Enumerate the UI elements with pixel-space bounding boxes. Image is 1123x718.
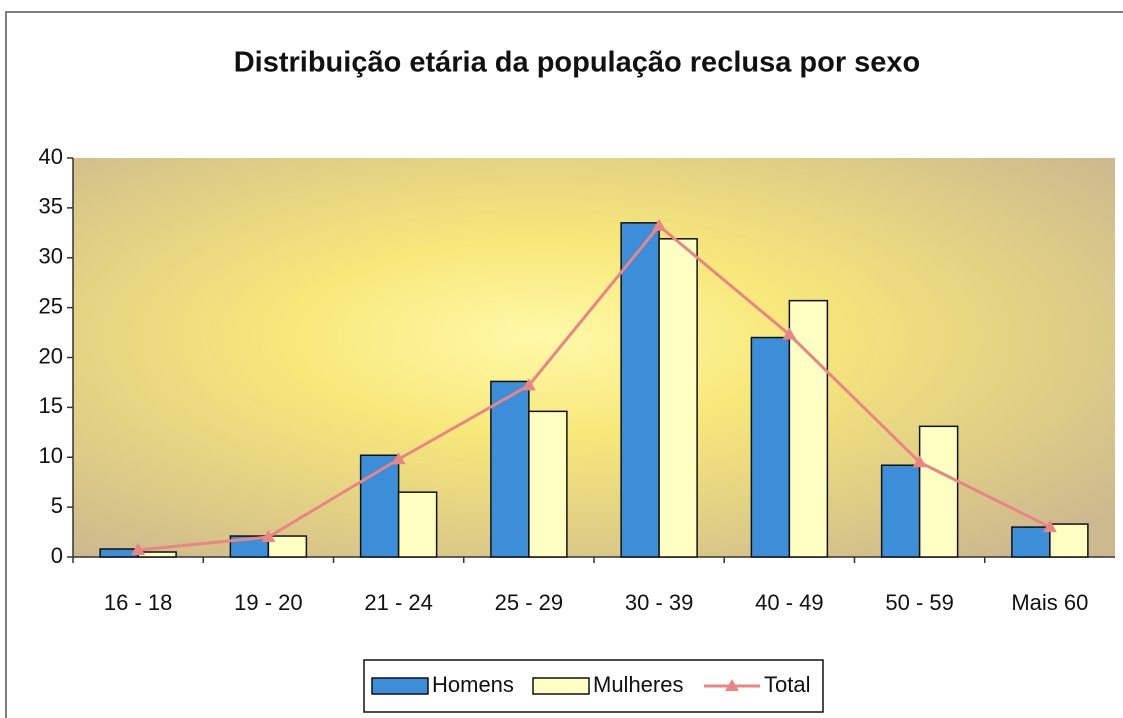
bar — [397, 491, 438, 558]
y-tick-label: 0 — [51, 543, 63, 568]
plot-area — [73, 158, 1115, 557]
marker — [652, 218, 667, 231]
y-tick-label: 5 — [51, 493, 63, 518]
marker — [521, 378, 536, 391]
line — [137, 223, 1051, 552]
x-tick-label: 25 - 29 — [495, 590, 564, 615]
frame — [5, 11, 1123, 718]
bar — [880, 464, 921, 558]
marker — [912, 455, 927, 468]
x-tick-label: 19 - 20 — [234, 590, 303, 615]
bar — [267, 535, 308, 558]
legend-label: Mulheres — [593, 672, 683, 697]
y-tick-label: 35 — [39, 194, 63, 219]
bar — [788, 299, 829, 558]
marker — [1042, 520, 1057, 533]
bar — [918, 425, 959, 558]
bar — [658, 238, 698, 558]
bar — [750, 336, 791, 558]
marker — [131, 543, 146, 556]
bar — [528, 410, 568, 558]
chart-title: Distribuição etária da população reclusa… — [234, 47, 921, 79]
legend-marker — [725, 679, 739, 691]
bar — [1049, 523, 1089, 558]
y-tick-label: 15 — [39, 393, 63, 418]
x-tick-label: Mais 60 — [1011, 590, 1088, 615]
legend-swatch — [532, 677, 590, 695]
y-tick-label: 40 — [39, 144, 63, 169]
legend-swatch — [371, 677, 429, 695]
x-tick-label: 30 - 39 — [625, 590, 694, 615]
y-tick-label: 25 — [39, 293, 63, 318]
x-tick-label: 50 - 59 — [885, 590, 954, 615]
legend-label: Homens — [432, 672, 514, 697]
bar — [620, 222, 660, 558]
y-tick-label: 10 — [39, 443, 63, 468]
x-tick-label: 40 - 49 — [755, 590, 824, 615]
x-tick-label: 16 - 18 — [104, 590, 173, 615]
legend-label: Total — [764, 672, 810, 697]
bar — [490, 380, 530, 558]
marker — [261, 530, 276, 543]
marker — [782, 327, 797, 340]
marker — [391, 452, 406, 465]
y-tick-label: 30 — [39, 244, 63, 269]
x-tick-label: 21 - 24 — [364, 590, 433, 615]
y-tick-label: 20 — [39, 343, 63, 368]
